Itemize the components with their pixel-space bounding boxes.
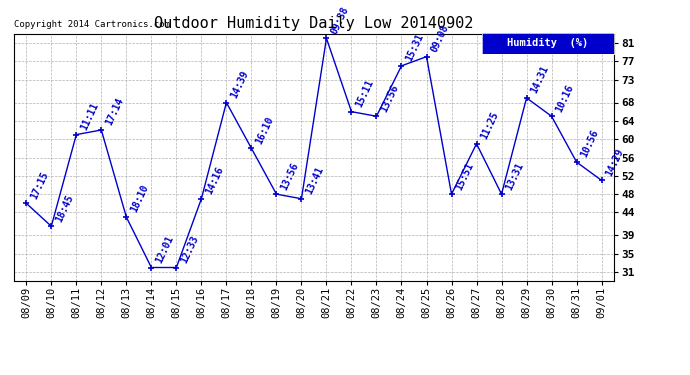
- Text: 14:29: 14:29: [604, 147, 626, 178]
- Text: 14:16: 14:16: [204, 165, 226, 196]
- Text: 15:11: 15:11: [354, 78, 376, 109]
- Text: 17:15: 17:15: [29, 170, 50, 201]
- Text: 16:10: 16:10: [254, 115, 276, 146]
- Text: 15:31: 15:31: [404, 32, 426, 63]
- Text: 17:14: 17:14: [104, 96, 126, 127]
- Text: 15:51: 15:51: [454, 160, 476, 191]
- Text: 14:39: 14:39: [229, 69, 250, 100]
- Text: 18:45: 18:45: [54, 193, 76, 224]
- Text: 09:38: 09:38: [329, 5, 351, 36]
- Text: 12:33: 12:33: [179, 234, 201, 265]
- Text: 10:16: 10:16: [554, 82, 576, 114]
- Text: 09:08: 09:08: [429, 23, 451, 54]
- Title: Outdoor Humidity Daily Low 20140902: Outdoor Humidity Daily Low 20140902: [155, 16, 473, 31]
- Text: 13:41: 13:41: [304, 165, 326, 196]
- Text: 11:11: 11:11: [79, 101, 101, 132]
- Text: 13:56: 13:56: [279, 160, 301, 191]
- Text: 14:31: 14:31: [529, 64, 551, 95]
- Text: Copyright 2014 Cartronics.com: Copyright 2014 Cartronics.com: [14, 20, 170, 29]
- Text: 10:56: 10:56: [580, 129, 601, 159]
- Text: 18:10: 18:10: [129, 183, 150, 214]
- Text: 13:31: 13:31: [504, 160, 526, 191]
- Text: 12:01: 12:01: [154, 234, 176, 265]
- Text: 11:25: 11:25: [480, 110, 501, 141]
- Text: 13:56: 13:56: [380, 82, 401, 114]
